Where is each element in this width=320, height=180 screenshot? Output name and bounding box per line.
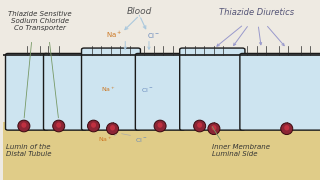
Text: Na$^+$: Na$^+$ — [101, 86, 116, 94]
Text: Na$^+$: Na$^+$ — [106, 30, 122, 40]
Ellipse shape — [154, 120, 166, 132]
Text: Cl$^-$: Cl$^-$ — [148, 31, 161, 40]
Text: Na$^+$: Na$^+$ — [98, 135, 113, 144]
Ellipse shape — [56, 122, 61, 128]
Ellipse shape — [18, 120, 30, 132]
Text: Lumin of the
Distal Tubule: Lumin of the Distal Tubule — [6, 144, 52, 157]
Ellipse shape — [53, 120, 65, 132]
Ellipse shape — [284, 125, 289, 130]
Ellipse shape — [91, 122, 96, 128]
Text: Thiazide Sensitive
Sodium Chloride
Co Transporter: Thiazide Sensitive Sodium Chloride Co Tr… — [8, 11, 72, 31]
Ellipse shape — [21, 122, 27, 128]
FancyBboxPatch shape — [135, 53, 185, 130]
Ellipse shape — [107, 123, 119, 134]
Ellipse shape — [157, 122, 163, 128]
Ellipse shape — [88, 120, 100, 132]
FancyBboxPatch shape — [44, 53, 87, 130]
Ellipse shape — [197, 122, 202, 128]
Ellipse shape — [110, 125, 115, 130]
Text: Cl$^-$: Cl$^-$ — [141, 86, 153, 94]
FancyBboxPatch shape — [82, 48, 140, 130]
FancyBboxPatch shape — [180, 48, 245, 130]
Ellipse shape — [281, 123, 293, 134]
Text: Thiazide Diuretics: Thiazide Diuretics — [219, 8, 294, 17]
Text: Inner Membrane
Luminal Side: Inner Membrane Luminal Side — [212, 144, 270, 157]
Ellipse shape — [194, 120, 206, 132]
FancyBboxPatch shape — [5, 53, 49, 130]
Ellipse shape — [212, 125, 216, 130]
FancyBboxPatch shape — [240, 53, 320, 130]
Bar — [3, 122, 320, 180]
Ellipse shape — [208, 123, 220, 134]
Text: Blood: Blood — [127, 7, 152, 16]
Text: Cl$^-$: Cl$^-$ — [135, 136, 147, 143]
